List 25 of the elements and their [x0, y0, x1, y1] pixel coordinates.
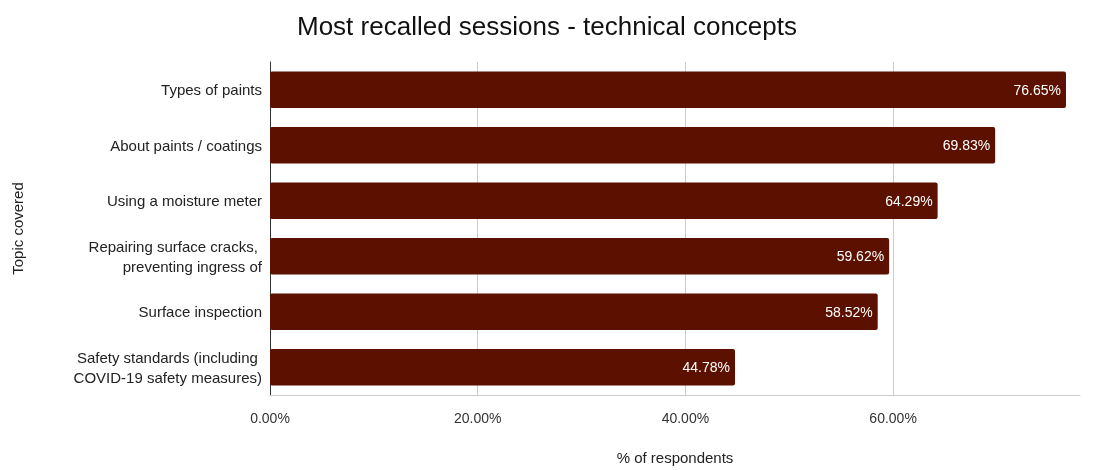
y-tick-label: Repairing surface cracks, preventing ingress of: [88, 237, 263, 275]
bar: [270, 71, 1066, 109]
bar: [270, 237, 890, 275]
y-tick-label: Using a moisture meter: [106, 192, 262, 210]
y-tick-label: Surface inspection: [138, 303, 262, 321]
data-label: 76.65%: [1013, 81, 1061, 98]
data-label: 64.29%: [885, 192, 933, 209]
x-tick-label: 60.00%: [869, 410, 917, 426]
bar: [270, 348, 736, 386]
x-tick-label: 20.00%: [453, 410, 502, 426]
data-label: 58.52%: [825, 303, 873, 320]
data-label: 44.78%: [682, 359, 731, 376]
x-axis-title: % of respondents: [616, 449, 734, 466]
y-axis-title: Topic covered: [9, 182, 26, 275]
bar: [270, 293, 878, 331]
data-label: 59.62%: [836, 248, 885, 265]
bar: [270, 182, 938, 220]
y-tick-label: Safety standards (including COVID-19 safety measures): [73, 348, 262, 386]
x-tick-label: 0.00%: [250, 410, 290, 426]
y-tick-label: About paints / coatings: [110, 136, 262, 154]
bar: [270, 126, 996, 164]
data-label: 69.83%: [942, 137, 991, 154]
chart-title: Most recalled sessions - technical concepts: [296, 11, 798, 41]
x-tick-label: 40.00%: [661, 410, 710, 426]
y-tick-label: Types of paints: [161, 81, 262, 99]
